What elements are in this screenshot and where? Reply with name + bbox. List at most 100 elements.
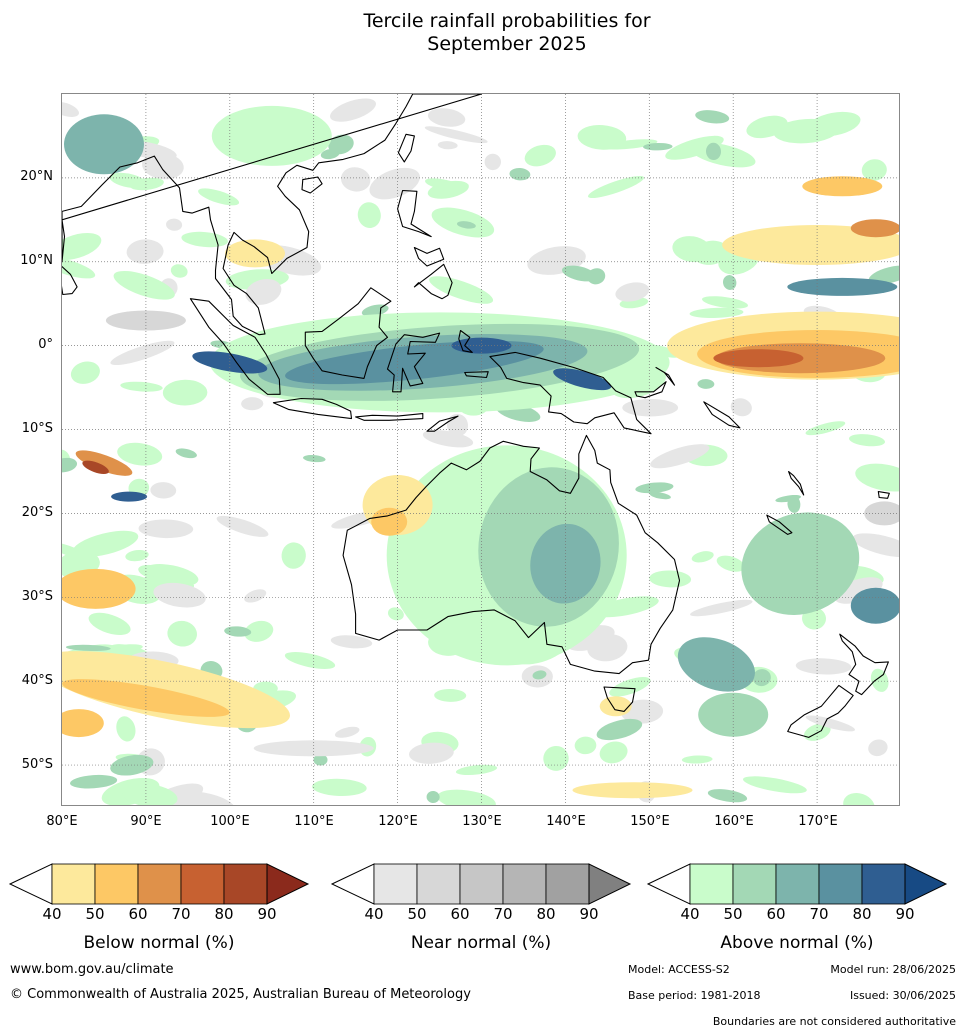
npac-below-60: [850, 219, 899, 238]
speckle-patch: [690, 599, 753, 617]
near-tick-90: 90: [579, 905, 599, 923]
speckle-patch: [72, 530, 139, 558]
speckle-patch: [284, 652, 336, 669]
halmahera-coastline: [458, 329, 473, 353]
indian-below-80: [82, 460, 109, 475]
speckle-patch: [142, 152, 184, 180]
speckle-patch: [562, 265, 597, 282]
south-island-nz-coastline: [787, 684, 854, 738]
speckle-patch: [100, 644, 143, 654]
speckle-patch: [369, 167, 420, 200]
speckle-patch: [574, 736, 597, 755]
sumatra-coastline: [189, 298, 281, 395]
above-tick-40: 40: [680, 905, 700, 923]
australia-coastline: [342, 434, 681, 675]
south-below-40: [572, 782, 693, 799]
indian-below-50c: [62, 709, 104, 738]
below-tick-70: 70: [171, 905, 191, 923]
speckle-patch: [70, 361, 100, 384]
speckle-patch: [241, 397, 264, 411]
speckle-patch: [855, 463, 899, 492]
speckle-patch: [181, 231, 228, 248]
lat-label-30s: 30°S: [21, 589, 53, 604]
colorbar-min-extension: [646, 863, 691, 905]
speckle-patch: [167, 620, 197, 647]
seram-coastline: [464, 371, 489, 379]
colorbar-swatch: [416, 863, 461, 905]
speckle-patch: [129, 177, 164, 191]
speckle-patch: [650, 444, 710, 469]
speckle-patch: [198, 188, 240, 206]
speckle-patch: [113, 270, 175, 300]
indian-near-50: [105, 310, 186, 331]
colorbar-swatch: [689, 863, 734, 905]
indian-above-80: [111, 491, 148, 502]
speckle-patch: [577, 125, 627, 150]
mindanao-coastline: [413, 263, 453, 300]
website-link[interactable]: www.bom.gov.au/climate: [10, 962, 174, 977]
speckle-patch: [456, 221, 476, 229]
speckle-patch: [427, 180, 469, 199]
above-normal-colorbar: 40 50 60 70 80 90: [646, 863, 948, 922]
speckle-patch: [424, 126, 488, 144]
speckle-patch: [484, 153, 502, 171]
speckle-patch: [340, 167, 371, 192]
speckle-patch: [532, 670, 547, 680]
above-normal-colorbar-swatches: [646, 863, 948, 905]
hainan-coastline: [301, 176, 323, 194]
lat-label-20s: 20°S: [21, 505, 53, 520]
base-period: Base period: 1981-2018: [628, 989, 761, 1002]
speckle-patch: [162, 379, 208, 406]
above-tick-80: 80: [852, 905, 872, 923]
speckle-patch: [805, 421, 846, 436]
npac-above-70: [787, 277, 898, 296]
speckle-patch: [795, 658, 852, 675]
near-tick-60: 60: [450, 905, 470, 923]
npac-below-40: [722, 225, 899, 265]
new-britain-coastline: [634, 381, 667, 399]
below-tick-90: 90: [257, 905, 277, 923]
speckle-patch: [730, 398, 752, 417]
speckle-patch: [437, 141, 458, 150]
lon-label-170e: 170°E: [798, 814, 838, 829]
speckle-patch: [328, 134, 354, 155]
speckle-patch: [868, 265, 899, 285]
npac-below-50: [802, 176, 883, 197]
speckle-patch: [125, 549, 149, 562]
speckle-patch: [701, 296, 749, 309]
speckle-patch: [120, 381, 163, 392]
taiwan-coastline: [397, 133, 415, 163]
nw-aus-below-50: [371, 507, 408, 536]
colorbar-swatch: [775, 863, 820, 905]
colorbar-swatch: [732, 863, 777, 905]
speckle-patch: [665, 135, 724, 160]
lon-label-90e: 90°E: [130, 814, 162, 829]
speckle-patch: [126, 239, 164, 264]
lat-label-50s: 50°S: [21, 757, 53, 772]
speckle-patch: [166, 218, 183, 231]
colorbar-swatch: [818, 863, 863, 905]
lon-label-150e: 150°E: [630, 814, 670, 829]
borneo-coastline: [304, 287, 392, 379]
speckle-patch: [334, 726, 360, 738]
new-caledonia-coastline: [766, 514, 793, 535]
speckle-patch: [695, 110, 730, 124]
sri-lanka-coastline: [62, 265, 78, 296]
lat-label-20n: 20°N: [20, 169, 53, 184]
speckle-patch: [870, 668, 889, 692]
colorbar-swatch: [861, 863, 906, 905]
colorbar-max-extension: [588, 863, 632, 905]
colorbar-min-extension: [330, 863, 375, 905]
speckle-patch: [437, 789, 496, 805]
java-coastline: [272, 397, 353, 420]
lon-label-160e: 160°E: [714, 814, 754, 829]
speckle-patch: [224, 626, 252, 637]
speckle-patch: [697, 379, 715, 389]
speckle-patch: [689, 307, 744, 319]
colorbar-swatch: [137, 863, 182, 905]
copyright-notice: © Commonwealth of Australia 2025, Austra…: [10, 987, 471, 1002]
speckle-patch: [409, 742, 454, 764]
speckle-patch: [245, 278, 282, 305]
speckle-patch: [153, 582, 206, 608]
colorbar-swatch: [373, 863, 418, 905]
